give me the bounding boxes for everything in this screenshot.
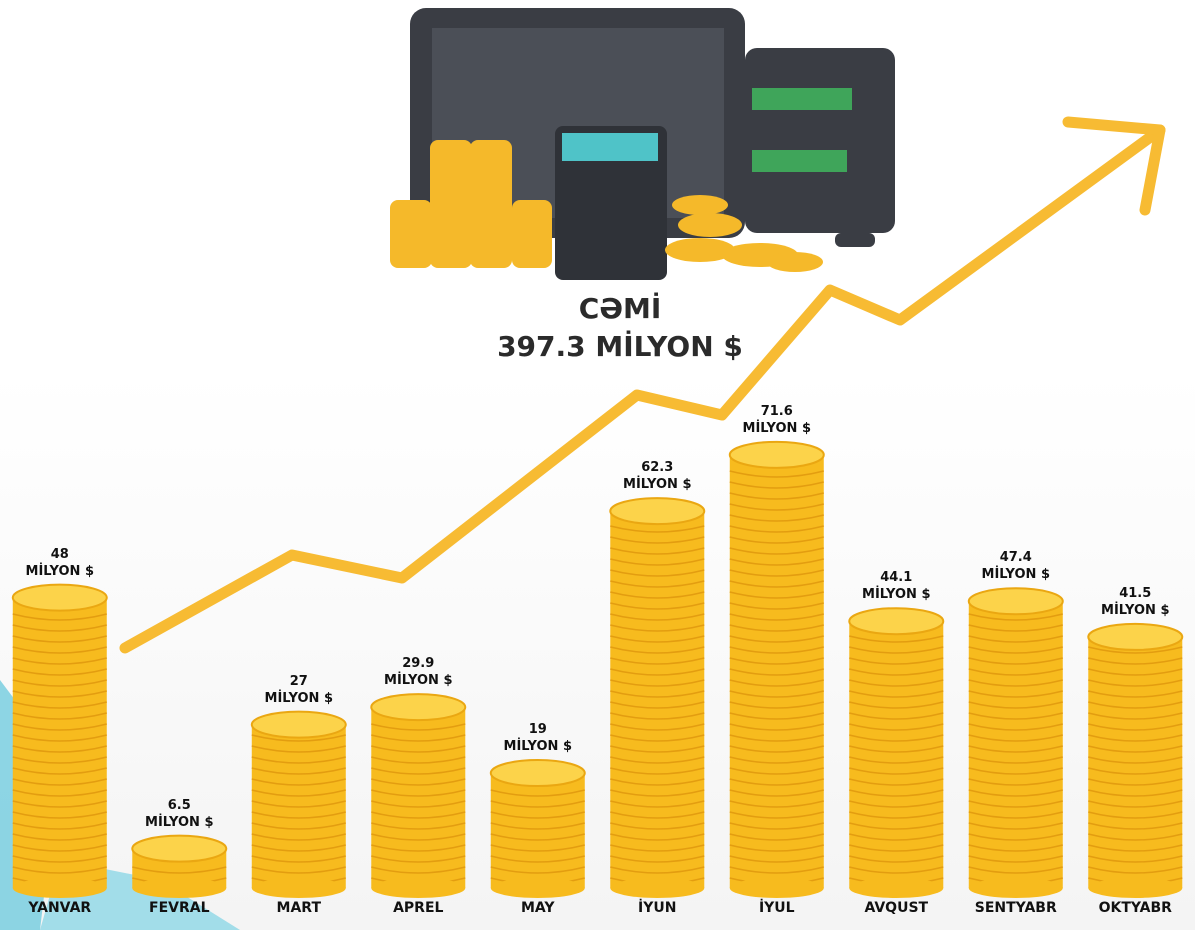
x-tick-label: İYUN — [597, 900, 717, 916]
bar-bottom — [371, 878, 465, 898]
coin-stack — [371, 694, 465, 898]
x-tick-label: SENTYABR — [956, 900, 1076, 916]
infographic: CƏMİ 397.3 MİLYON $ 48 MİLYON $ YANVAR 6.5… — [0, 0, 1195, 930]
bar-top — [371, 694, 465, 720]
safe — [745, 48, 895, 233]
cash — [752, 88, 852, 110]
bar — [13, 598, 107, 888]
bar-bottom — [610, 878, 704, 898]
value-label: 44.1 MİLYON $ — [836, 569, 956, 603]
bar-top — [730, 442, 824, 468]
bar-top — [610, 498, 704, 524]
calc-screen — [562, 133, 658, 161]
value-label: 48 MİLYON $ — [0, 546, 120, 580]
bar-bottom — [730, 878, 824, 898]
bar-bottom — [1088, 878, 1182, 898]
bar-bottom — [849, 878, 943, 898]
bar — [610, 511, 704, 888]
chart-subtitle: 397.3 MİLYON $ — [0, 330, 1195, 363]
coin-stack — [969, 588, 1063, 898]
value-label: 62.3 MİLYON $ — [597, 459, 717, 493]
bar — [371, 707, 465, 888]
x-tick-label: APREL — [358, 900, 478, 916]
x-tick-label: AVQUST — [836, 900, 956, 916]
bar-bottom — [13, 878, 107, 898]
x-tick-label: FEVRAL — [119, 900, 239, 916]
coin-stack — [491, 760, 585, 898]
safe-foot — [835, 233, 875, 247]
value-label: 27 MİLYON $ — [239, 673, 359, 707]
bar-bottom — [491, 878, 585, 898]
value-label: 6.5 MİLYON $ — [119, 797, 239, 831]
coin-stack — [13, 585, 107, 898]
value-label: 71.6 MİLYON $ — [717, 403, 837, 437]
x-tick-label: YANVAR — [0, 900, 120, 916]
value-label: 19 MİLYON $ — [478, 721, 598, 755]
coin-stack — [610, 498, 704, 898]
bar-top — [1088, 624, 1182, 650]
bar-bottom — [132, 878, 226, 898]
x-tick-label: MART — [239, 900, 359, 916]
coin-stack — [730, 442, 824, 898]
chart-title: CƏMİ — [0, 292, 1195, 325]
cash — [752, 150, 847, 172]
x-tick-label: MAY — [478, 900, 598, 916]
bar-top — [969, 588, 1063, 614]
bar-top — [132, 836, 226, 862]
bar-bottom — [969, 878, 1063, 898]
bar-bottom — [252, 878, 346, 898]
coin-stack — [1088, 624, 1182, 898]
value-label: 29.9 MİLYON $ — [358, 655, 478, 689]
coin-stack — [849, 608, 943, 898]
bar-top — [252, 712, 346, 738]
coin-stack — [132, 836, 226, 898]
bar-top — [849, 608, 943, 634]
bar-top — [13, 585, 107, 611]
x-tick-label: OKTYABR — [1075, 900, 1195, 916]
bar-top — [491, 760, 585, 786]
value-label: 47.4 MİLYON $ — [956, 549, 1076, 583]
coin-stack — [252, 712, 346, 898]
bar — [969, 601, 1063, 888]
value-label: 41.5 MİLYON $ — [1075, 585, 1195, 619]
x-tick-label: İYUL — [717, 900, 837, 916]
